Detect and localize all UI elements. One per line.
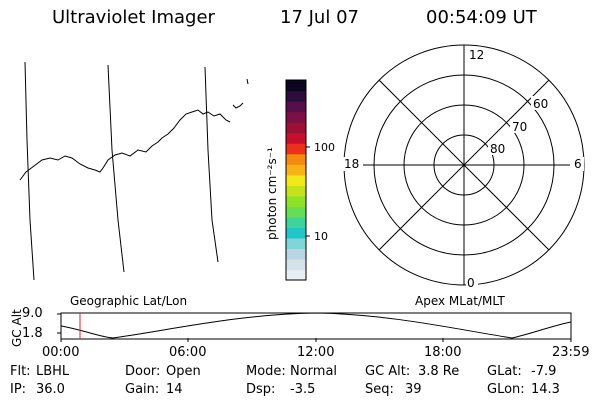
meridian-line	[107, 64, 125, 273]
colorbar-frame	[285, 79, 307, 281]
mlat-70-label: 70	[512, 120, 527, 134]
colorbar-swatch	[286, 90, 306, 102]
altitude-xtick-1200: 12:00	[297, 345, 335, 360]
colorbar	[285, 79, 307, 281]
mlt-18-label: 18	[344, 157, 359, 171]
meridian-line	[24, 61, 35, 281]
colorbar-swatch	[286, 80, 306, 92]
altitude-ylabel: GC Alt	[10, 309, 24, 347]
altitude-plot	[57, 312, 572, 342]
mlt-0-label: 0	[467, 276, 475, 290]
colorbar-unit-label: photon cm⁻²s⁻¹	[265, 147, 279, 240]
filter-label: Flt:	[10, 364, 31, 379]
colorbar-tick-label-100: 100	[314, 141, 335, 154]
altitude-xtick-0000: 00:00	[42, 345, 80, 360]
time-label: 00:54:09 UT	[426, 7, 537, 28]
colorbar-swatch	[286, 206, 306, 218]
colorbar-swatch	[286, 132, 306, 144]
date-label: 17 Jul 07	[280, 7, 359, 28]
colorbar-tick-label-10: 10	[314, 230, 328, 243]
gcalt-value: 3.8 Re	[418, 364, 460, 379]
colorbar-swatch	[286, 216, 306, 228]
mlt-12-label: 12	[469, 48, 484, 62]
dsp-label: Dsp:	[246, 382, 276, 397]
seq-value: 39	[405, 382, 422, 397]
colorbar-swatch	[286, 227, 306, 239]
gcalt-label: GC Alt:	[365, 364, 411, 379]
mlat-80-label: 80	[490, 142, 505, 156]
colorbar-swatch	[286, 174, 306, 186]
colorbar-swatch	[286, 269, 306, 281]
colorbar-swatch	[286, 258, 306, 271]
seq-label: Seq:	[365, 382, 394, 397]
altitude-xtick-2359: 23:59	[552, 345, 590, 360]
colorbar-swatch	[286, 143, 306, 155]
glat-label: GLat:	[487, 364, 522, 379]
mlat-60-label: 60	[533, 97, 548, 111]
meridian-line	[204, 66, 219, 263]
mlt-6-label: 6	[574, 157, 582, 171]
door-value: Open	[166, 364, 201, 379]
colorbar-swatch	[286, 153, 306, 165]
coastline	[232, 102, 244, 109]
mode-label: Mode:	[246, 364, 286, 379]
colorbar-swatch	[286, 195, 306, 207]
polar-plot	[343, 44, 585, 286]
altitude-curve	[60, 312, 572, 339]
ip-label: IP:	[10, 382, 27, 397]
altitude-ytick-top: 9.0	[22, 306, 43, 321]
colorbar-swatch	[286, 101, 306, 113]
altitude-xtick-0600: 06:00	[169, 345, 207, 360]
gain-label: Gain:	[125, 382, 160, 397]
door-label: Door:	[125, 364, 161, 379]
app-title: Ultraviolet Imager	[52, 7, 215, 28]
mode-value: Normal	[290, 364, 338, 379]
polar-diagonal	[378, 79, 550, 251]
gain-value: 14	[166, 382, 183, 397]
dsp-value: -3.5	[290, 382, 316, 397]
geographic-map	[19, 61, 249, 281]
glon-value: 14.3	[531, 382, 560, 397]
colorbar-swatch	[286, 237, 306, 250]
colorbar-swatch	[286, 164, 306, 176]
glat-value: -7.9	[531, 364, 557, 379]
coastline	[19, 109, 231, 181]
coastline	[246, 78, 249, 85]
ip-value: 36.0	[36, 382, 65, 397]
glon-label: GLon:	[487, 382, 525, 397]
altitude-xtick-1800: 18:00	[424, 345, 462, 360]
colorbar-swatch	[286, 111, 306, 123]
altitude-ytick-bottom: 1.8	[22, 326, 43, 341]
filter-value: LBHL	[36, 364, 70, 379]
colorbar-swatch	[286, 185, 306, 197]
colorbar-swatch	[286, 248, 306, 260]
polar-panel-label: Apex MLat/MLT	[415, 294, 505, 308]
colorbar-swatch	[286, 122, 306, 134]
geographic-panel-label: Geographic Lat/Lon	[70, 294, 188, 308]
